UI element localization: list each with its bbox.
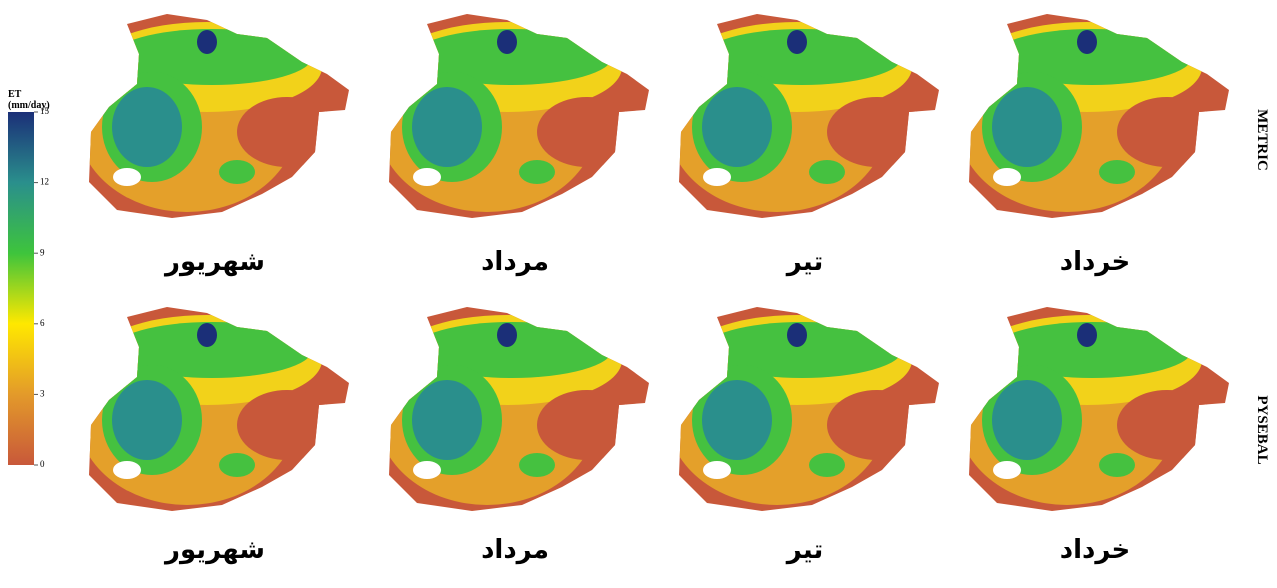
figure: ET (mm/day) 03691215 METRICشهریورمردادتی… [0, 0, 1277, 588]
tick-label: 0 [40, 459, 45, 469]
legend-title: ET [8, 89, 22, 100]
colorbar-ticks: 0 3 6 9 12 15 [34, 106, 50, 469]
tick-label: 3 [40, 388, 45, 398]
tick-label: 6 [40, 318, 45, 328]
month-label: شهریور [163, 247, 265, 277]
row-label: METRIC [1254, 109, 1270, 171]
et-map [377, 305, 652, 515]
et-map [957, 12, 1232, 222]
et-map [667, 305, 942, 515]
et-map [957, 305, 1232, 515]
month-label: خرداد [1060, 535, 1131, 565]
month-label: خرداد [1060, 247, 1131, 277]
month-label: شهریور [163, 535, 265, 565]
tick-label: 12 [40, 177, 49, 187]
month-label: تیر [785, 247, 824, 277]
maps: METRIC شهریور مرداد تیر خرداد PYSEBAL شهریور مر… [77, 12, 1270, 565]
month-label: مرداد [481, 247, 549, 277]
et-map [77, 305, 352, 515]
tick-label: 9 [40, 247, 45, 257]
tick-label: 15 [40, 106, 50, 116]
month-label: مرداد [481, 535, 549, 565]
et-map [77, 12, 352, 222]
et-map [667, 12, 942, 222]
colorbar [8, 112, 34, 465]
month-label: تیر [785, 535, 824, 565]
row-label: PYSEBAL [1254, 395, 1270, 464]
et-map [377, 12, 652, 222]
